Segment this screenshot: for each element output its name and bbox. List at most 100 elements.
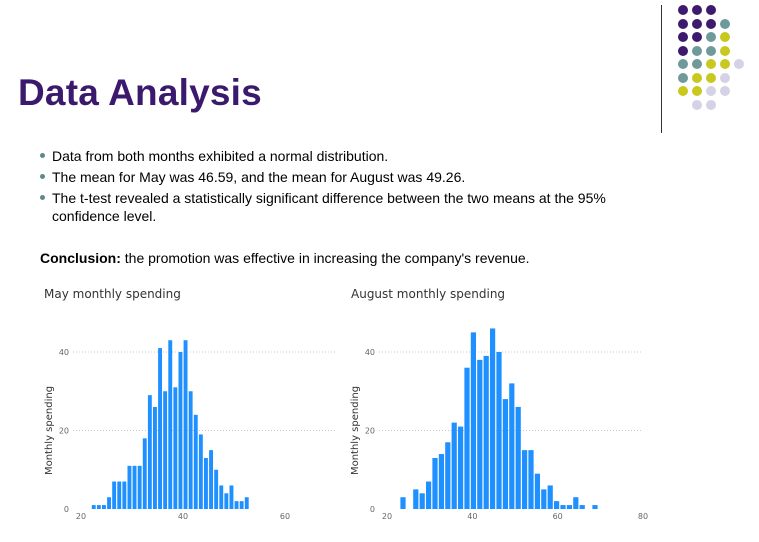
histogram-bar bbox=[168, 340, 173, 509]
histogram-bar bbox=[219, 485, 224, 509]
histogram-bar bbox=[547, 485, 553, 509]
histogram-bar bbox=[528, 450, 534, 509]
histogram-bar bbox=[451, 422, 457, 509]
decor-dot bbox=[706, 72, 716, 83]
histogram-bar bbox=[509, 383, 515, 509]
x-tick-label: 40 bbox=[467, 512, 477, 521]
divider-line bbox=[661, 5, 662, 133]
x-tick-label: 60 bbox=[280, 512, 290, 521]
histogram-bar bbox=[496, 352, 502, 509]
histogram-bar bbox=[515, 406, 521, 509]
decor-dot bbox=[720, 18, 730, 29]
histogram-bar bbox=[96, 505, 101, 509]
histogram-bar bbox=[426, 481, 432, 509]
decor-dot bbox=[720, 45, 730, 56]
bullet-list: Data from both months exhibited a normal… bbox=[40, 147, 660, 228]
conclusion: Conclusion: the promotion was effective … bbox=[40, 250, 530, 266]
histogram-bar bbox=[107, 497, 111, 509]
histogram-bar bbox=[464, 367, 470, 509]
bullet-item: The mean for May was 46.59, and the mean… bbox=[40, 168, 660, 186]
bullet-text: The t-test revealed a statistically sign… bbox=[52, 190, 606, 224]
decor-dot bbox=[692, 45, 702, 56]
histogram-bar bbox=[229, 485, 234, 509]
decor-dot bbox=[720, 32, 730, 42]
decor-dot bbox=[678, 45, 688, 56]
bullet-text: The mean for May was 46.59, and the mean… bbox=[52, 169, 466, 185]
histogram-bar bbox=[534, 473, 540, 509]
conclusion-text: the promotion was effective in increasin… bbox=[120, 250, 530, 266]
bullet-item: Data from both months exhibited a normal… bbox=[40, 147, 660, 165]
y-tick-label: 20 bbox=[365, 427, 375, 436]
bullet-text: Data from both months exhibited a normal… bbox=[52, 148, 389, 164]
histogram-bar bbox=[579, 505, 585, 509]
decor-dot bbox=[706, 32, 716, 42]
may-chart-title: May monthly spending bbox=[44, 287, 181, 301]
histogram-bar bbox=[137, 465, 142, 509]
decor-dot bbox=[706, 86, 716, 96]
histogram-bar bbox=[178, 352, 183, 509]
histogram-bar bbox=[239, 501, 244, 509]
histogram-bar bbox=[490, 328, 496, 509]
histogram-bar bbox=[432, 457, 438, 509]
histogram-bar bbox=[502, 399, 508, 509]
may-histogram: 0 20 40 20 40 60 Monthly spending bbox=[44, 340, 336, 521]
x-tick-label: 40 bbox=[178, 512, 188, 521]
histogram-bar bbox=[158, 348, 162, 509]
bullet-item: The t-test revealed a statistically sign… bbox=[40, 189, 660, 225]
histogram-bar bbox=[413, 489, 419, 509]
histogram-bar bbox=[522, 450, 528, 509]
histogram-bar bbox=[147, 395, 152, 509]
decor-dot bbox=[720, 59, 730, 69]
histogram-bar bbox=[234, 501, 239, 509]
histogram-bar bbox=[592, 505, 598, 509]
decor-dot bbox=[706, 99, 716, 110]
decor-dot bbox=[706, 45, 716, 56]
y-tick-label: 40 bbox=[59, 348, 69, 357]
y-axis-label: Monthly spending bbox=[350, 386, 361, 475]
histogram-bar bbox=[419, 493, 425, 509]
august-chart-title: August monthly spending bbox=[351, 287, 506, 301]
histogram-bar bbox=[193, 414, 198, 509]
decor-dot bbox=[720, 86, 730, 96]
august-histogram: 0 20 40 20 40 60 80 Monthly spending bbox=[350, 328, 648, 521]
histogram-bar bbox=[153, 406, 157, 509]
histogram-bar bbox=[214, 469, 219, 509]
decor-dot bbox=[720, 72, 730, 83]
decor-dot bbox=[678, 72, 688, 83]
bullet-icon bbox=[40, 152, 45, 158]
decor-dot bbox=[678, 18, 688, 29]
histogram-bar bbox=[477, 359, 483, 509]
y-tick-label: 0 bbox=[370, 505, 375, 514]
slide-title: Data Analysis bbox=[18, 72, 262, 113]
histogram-bar bbox=[458, 426, 464, 509]
histogram-bar bbox=[173, 387, 178, 509]
histogram-bar bbox=[573, 497, 579, 509]
histogram-bar bbox=[541, 489, 547, 509]
decor-dot bbox=[692, 99, 702, 110]
decor-dot bbox=[678, 59, 688, 69]
histogram-bar bbox=[224, 493, 229, 509]
bullet-icon bbox=[40, 194, 45, 200]
decor-dot bbox=[706, 59, 716, 69]
histogram-bar bbox=[400, 497, 406, 509]
histogram-bar bbox=[163, 391, 168, 509]
august-chart: 0 20 40 20 40 60 80 Monthly spending bbox=[310, 300, 655, 540]
decor-dot bbox=[734, 59, 744, 69]
histogram-bar bbox=[554, 501, 560, 509]
histogram-bar bbox=[102, 505, 106, 509]
histogram-bar bbox=[132, 465, 137, 509]
y-tick-label: 40 bbox=[365, 348, 375, 357]
histogram-bar bbox=[183, 340, 188, 509]
histogram-bar bbox=[470, 332, 476, 509]
may-chart: 0 20 40 20 40 60 Monthly spending bbox=[0, 300, 340, 540]
y-tick-label: 20 bbox=[59, 427, 69, 436]
histogram-bar bbox=[91, 505, 96, 509]
decor-dot bbox=[678, 5, 688, 15]
decor-dot bbox=[706, 5, 716, 15]
x-tick-label: 20 bbox=[382, 512, 392, 521]
histogram-bar bbox=[566, 505, 572, 509]
decor-dot bbox=[678, 32, 688, 42]
y-tick-label: 0 bbox=[64, 505, 69, 514]
histogram-bar bbox=[127, 465, 132, 509]
